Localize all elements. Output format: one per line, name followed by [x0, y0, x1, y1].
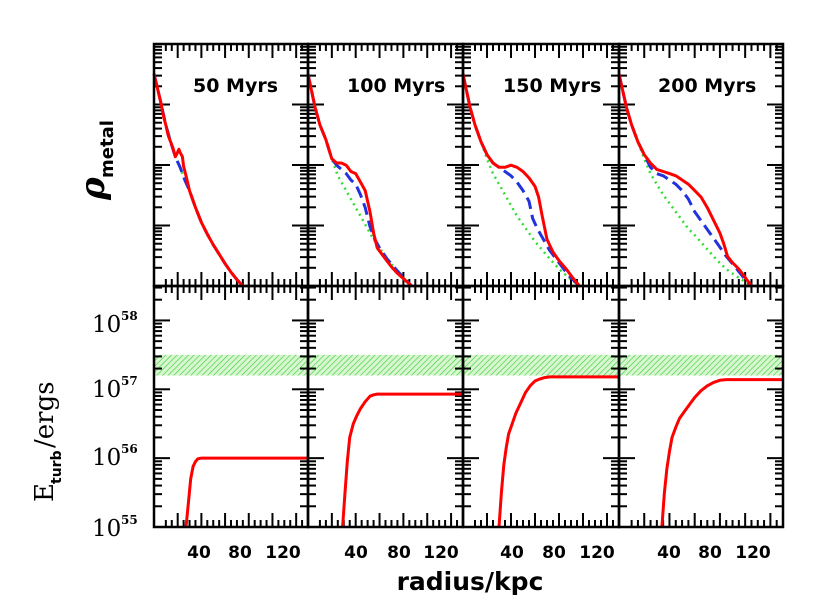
- x-tick-label: 40: [500, 543, 524, 563]
- x-tick-label: 120: [265, 543, 301, 563]
- x-tick-label: 120: [735, 543, 771, 563]
- y-tick-exp: 56: [121, 442, 138, 456]
- x-tick-label: 120: [423, 543, 459, 563]
- y-axis-label-energy: E turb /ergs: [30, 381, 65, 502]
- series-line-solid: [306, 73, 413, 288]
- shaded-band: [308, 354, 463, 376]
- y-tick-base: 10: [92, 377, 121, 403]
- energy-line: [660, 378, 783, 528]
- y-tick-exp: 58: [121, 309, 138, 323]
- x-tick-labels: 40 80 120 40 80 120 40 80 120 40 80 120: [187, 543, 771, 563]
- y-tick-label-1e57: 10 57: [92, 374, 138, 403]
- energy-symbol: E: [30, 483, 60, 502]
- x-tick-label: 40: [344, 543, 368, 563]
- panel-frame: [461, 284, 621, 529]
- series-line-dotted: [617, 73, 753, 288]
- energy-line: [341, 392, 463, 528]
- panel-title-2: 100 Myrs: [347, 75, 445, 97]
- series-line-dotted: [461, 73, 581, 287]
- shaded-band: [619, 354, 783, 376]
- shaded-band: [154, 354, 308, 376]
- x-tick-label: 80: [387, 543, 411, 563]
- energy-subscript: turb: [49, 450, 65, 484]
- y-tick-base: 10: [92, 445, 121, 471]
- y-tick-label-1e56: 10 56: [92, 442, 138, 471]
- x-axis-title: radius/kpc: [397, 567, 544, 596]
- panel-title-4: 200 Myrs: [658, 75, 756, 97]
- panel-frames: [152, 42, 785, 529]
- panel-frame: [152, 284, 310, 529]
- rho-symbol: ρ: [73, 177, 113, 201]
- energy-units: /ergs: [30, 381, 60, 448]
- rho-subscript: metal: [97, 120, 118, 178]
- y-tick-label-1e55: 10 55: [92, 513, 138, 542]
- y-tick-label-1e58: 10 58: [92, 309, 138, 338]
- x-tick-label: 80: [698, 543, 722, 563]
- energy-line: [184, 456, 308, 528]
- y-axis-label-metal: ρ metal: [73, 120, 118, 201]
- series-line-solid: [461, 73, 581, 287]
- energy-line: [497, 375, 619, 528]
- x-tick-label: 80: [542, 543, 566, 563]
- x-tick-label: 120: [579, 543, 615, 563]
- y-tick-exp: 57: [121, 374, 138, 388]
- x-tick-label: 40: [187, 543, 211, 563]
- series-line-dashed: [461, 73, 581, 288]
- x-tick-label: 40: [657, 543, 681, 563]
- panel-frame: [306, 284, 465, 529]
- shaded-band: [463, 354, 619, 376]
- y-tick-exp: 55: [121, 513, 138, 527]
- series-line-dotted: [152, 73, 244, 287]
- y-tick-base: 10: [92, 516, 121, 542]
- x-tick-label: 80: [228, 543, 252, 563]
- data-lines: [152, 73, 783, 528]
- series-line-dashed: [617, 73, 753, 288]
- panel-frame: [617, 284, 785, 529]
- shaded-bands: [154, 354, 783, 376]
- y-tick-base: 10: [92, 312, 121, 338]
- series-line-solid: [617, 73, 753, 287]
- series-line-solid: [152, 73, 244, 288]
- series-line-dashed: [152, 73, 244, 288]
- panel-title-3: 150 Myrs: [503, 75, 601, 97]
- panel-title-1: 50 Myrs: [193, 75, 278, 97]
